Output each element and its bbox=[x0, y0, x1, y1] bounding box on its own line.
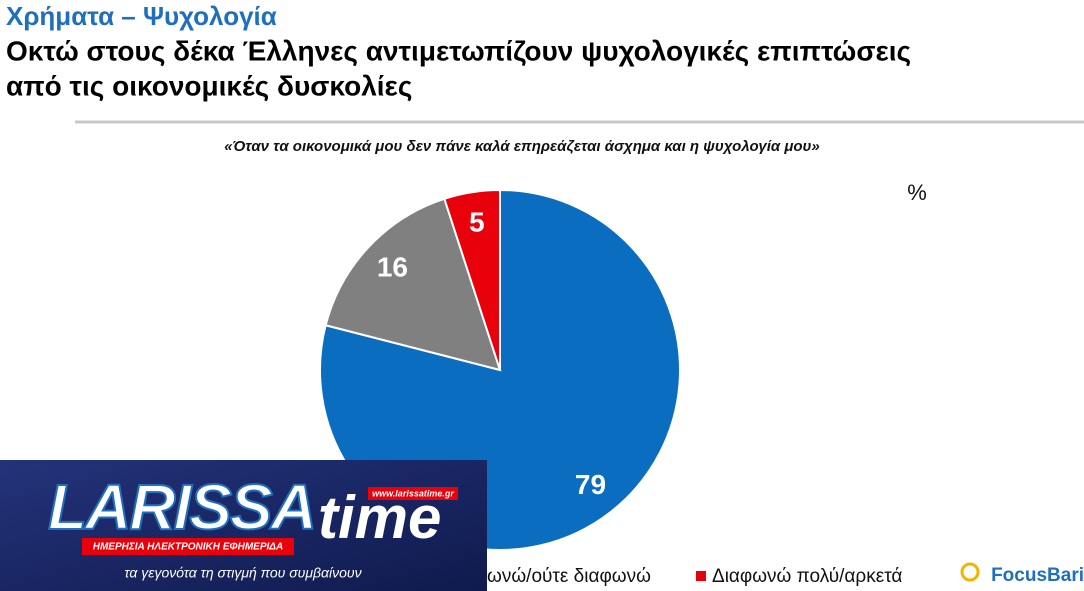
logo-url-box bbox=[368, 487, 458, 500]
chart-subtitle: «Όταν τα οικονομικά μου δεν πάνε καλά επ… bbox=[224, 138, 820, 155]
pie-slice bbox=[319, 188, 681, 551]
legend-label: Διαφωνώ πολύ/αρκετά bbox=[712, 566, 902, 587]
kicker: Χρήματα – Ψυχολογία bbox=[6, 1, 277, 31]
brand: FocusBari bbox=[991, 565, 1084, 586]
unit-label: % bbox=[907, 180, 927, 205]
logo-name: LARISSA bbox=[48, 471, 315, 543]
data-label: 16 bbox=[377, 251, 408, 282]
logo-tagline: ΗΜΕΡΗΣΙΑ ΗΛΕΚΤΡΟΝΙΚΗ ΕΦΗΜΕΡΙΔΑ bbox=[93, 542, 283, 553]
title-line: Οκτώ στους δέκα Έλληνες αντιμετωπίζουν ψ… bbox=[6, 35, 911, 66]
logo: LARISSA time www.larissatime.gr ΗΜΕΡΗΣΙΑ… bbox=[0, 460, 487, 591]
pie: 79 16 5 bbox=[319, 188, 681, 551]
title-line: από τις οικονομικές δυσκολίες bbox=[6, 70, 412, 101]
data-label: 5 bbox=[469, 207, 485, 238]
logo-background bbox=[0, 460, 487, 591]
legend-label: ωνώ/ούτε διαφωνώ bbox=[487, 566, 651, 587]
data-label: 79 bbox=[575, 469, 606, 500]
logo-url: www.larissatime.gr bbox=[372, 488, 454, 498]
logo-slogan: τα γεγονότα τη στιγμή που συμβαίνουν bbox=[124, 565, 361, 581]
pie-slice bbox=[443, 188, 501, 371]
legend-swatch bbox=[696, 571, 706, 581]
legend: ωνώ/ούτε διαφωνώ Διαφωνώ πολύ/αρκετά bbox=[471, 566, 902, 587]
brand-icon bbox=[960, 562, 980, 582]
logo-bar bbox=[82, 538, 294, 555]
pie-slice bbox=[324, 197, 502, 372]
